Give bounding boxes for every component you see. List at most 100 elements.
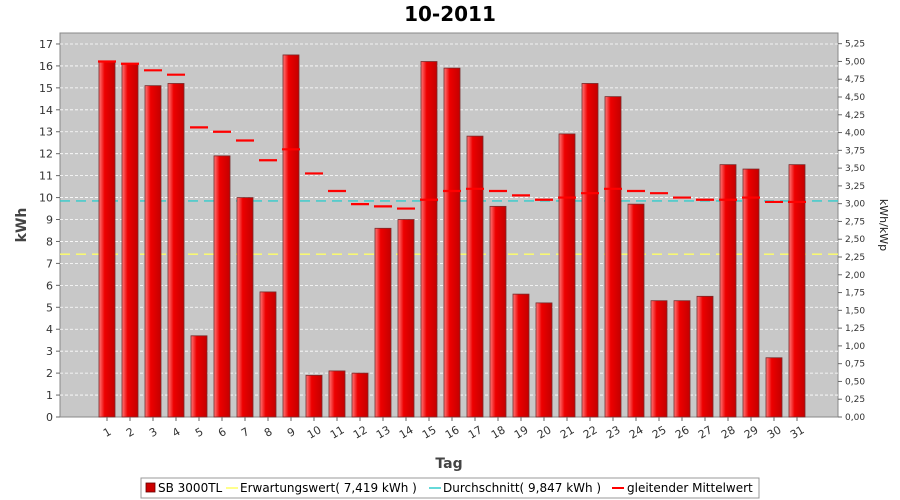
y2-axis-title: kWh/kWp — [877, 199, 890, 251]
bar — [328, 370, 346, 418]
y-tick-label: 8 — [46, 235, 53, 248]
bar — [696, 295, 714, 418]
bar — [512, 293, 530, 418]
bar — [374, 227, 392, 418]
y-tick-label: 16 — [39, 60, 53, 73]
bar — [213, 155, 231, 418]
bar — [765, 357, 783, 418]
legend-label-moving-average: gleitender Mittelwert — [627, 481, 753, 495]
x-tick-label: 13 — [374, 423, 393, 441]
x-tick-label: 22 — [581, 423, 600, 441]
bar — [351, 372, 369, 418]
x-tick-label: 15 — [420, 423, 439, 441]
x-tick-label: 30 — [765, 423, 784, 441]
x-tick-label: 5 — [193, 425, 206, 440]
bar — [282, 54, 300, 418]
y2-tick-label: 2,75 — [845, 217, 865, 227]
y2-tick-label: 0,25 — [845, 395, 865, 405]
legend-swatch-bars — [145, 482, 156, 493]
y-tick-label: 12 — [39, 148, 53, 161]
bar — [673, 300, 691, 418]
x-tick-label: 10 — [305, 423, 324, 441]
legend-label-bars: SB 3000TL — [158, 481, 223, 495]
x-tick-label: 11 — [328, 423, 347, 441]
y2-tick-label: 4,50 — [845, 93, 865, 103]
y2-tick-label: 4,00 — [845, 129, 865, 139]
y2-tick-label: 4,75 — [845, 75, 865, 85]
x-tick-label: 24 — [627, 423, 646, 441]
y2-tick-label: 5,25 — [845, 40, 865, 50]
x-tick-label: 7 — [239, 425, 252, 440]
bar-series — [98, 54, 806, 418]
y2-tick-label: 1,75 — [845, 289, 865, 299]
bar — [742, 168, 760, 418]
bar — [466, 135, 484, 418]
legend-label-expected: Erwartungswert( 7,419 kWh ) — [240, 481, 417, 495]
x-tick-label: 6 — [216, 425, 229, 440]
x-tick-label: 14 — [397, 423, 416, 441]
x-tick-label: 12 — [351, 423, 370, 441]
y2-tick-label: 2,50 — [845, 235, 865, 245]
x-axis-title: Tag — [435, 456, 462, 472]
bar — [144, 85, 162, 418]
y-tick-label: 0 — [46, 411, 53, 424]
y2-tick-label: 3,00 — [845, 200, 865, 210]
x-tick-label: 21 — [558, 423, 577, 441]
y-tick-label: 7 — [46, 257, 53, 270]
y2-tick-label: 2,00 — [845, 271, 865, 281]
x-tick-label: 9 — [285, 425, 298, 440]
x-tick-label: 1 — [101, 425, 114, 440]
y-tick-label: 15 — [39, 82, 53, 95]
x-tick-label: 19 — [512, 423, 531, 441]
legend-box — [140, 477, 760, 499]
x-tick-label: 20 — [535, 423, 554, 441]
y-tick-label: 5 — [46, 301, 53, 314]
x-tick-label: 31 — [788, 423, 807, 441]
legend: SB 3000TL Erwartungswert( 7,419 kWh ) Du… — [140, 477, 760, 499]
x-tick-label: 27 — [696, 423, 715, 441]
y2-tick-label: 3,50 — [845, 164, 865, 174]
bar — [535, 302, 553, 418]
y2-tick-label: 0,75 — [845, 360, 865, 370]
x-tick-label: 2 — [124, 425, 137, 440]
x-tick-label: 8 — [262, 425, 275, 440]
y-tick-label: 13 — [39, 126, 53, 139]
y2-tick-label: 4,25 — [845, 111, 865, 121]
bar — [259, 291, 277, 418]
y2-tick-label: 1,00 — [845, 342, 865, 352]
bar — [443, 67, 461, 418]
x-tick-label: 29 — [742, 423, 761, 441]
bar — [604, 96, 622, 418]
x-tick-label: 18 — [489, 423, 508, 441]
bar — [397, 219, 415, 418]
bar — [121, 63, 139, 418]
y-axis-title: kWh — [14, 208, 30, 243]
x-tick-label: 17 — [466, 423, 485, 441]
bar — [650, 300, 668, 418]
y-tick-label: 6 — [46, 279, 53, 292]
y-tick-label: 9 — [46, 214, 53, 227]
legend-label-average: Durchschnitt( 9,847 kWh ) — [443, 481, 601, 495]
bar — [489, 205, 507, 418]
y-tick-label: 4 — [46, 323, 53, 336]
bar — [719, 164, 737, 418]
bar — [581, 83, 599, 418]
x-tick-label: 26 — [673, 423, 692, 441]
y2-tick-label: 2,25 — [845, 253, 865, 263]
y2-tick-label: 5,00 — [845, 57, 865, 67]
bar — [627, 203, 645, 418]
bar — [167, 83, 185, 418]
y-tick-label: 3 — [46, 345, 53, 358]
x-tick-label: 3 — [147, 425, 160, 440]
y2-tick-label: 1,50 — [845, 306, 865, 316]
x-axis-ticks: 1 2 3 4 5 6 7 8 9 10 11 12 13 14 15 16 17 18 19 20 21 22 23 24 2… — [101, 417, 807, 442]
y-tick-label: 11 — [39, 170, 53, 183]
bar — [190, 335, 208, 418]
moving-average-series — [98, 60, 806, 210]
y2-axis-ticks: 0,00 0,25 0,50 0,75 1,00 1,25 1,50 1,75 2,00 2,25… — [838, 40, 865, 423]
y2-tick-label: 0,50 — [845, 377, 865, 387]
y2-tick-label: 3,25 — [845, 182, 865, 192]
y2-tick-label: 0,00 — [845, 413, 865, 423]
